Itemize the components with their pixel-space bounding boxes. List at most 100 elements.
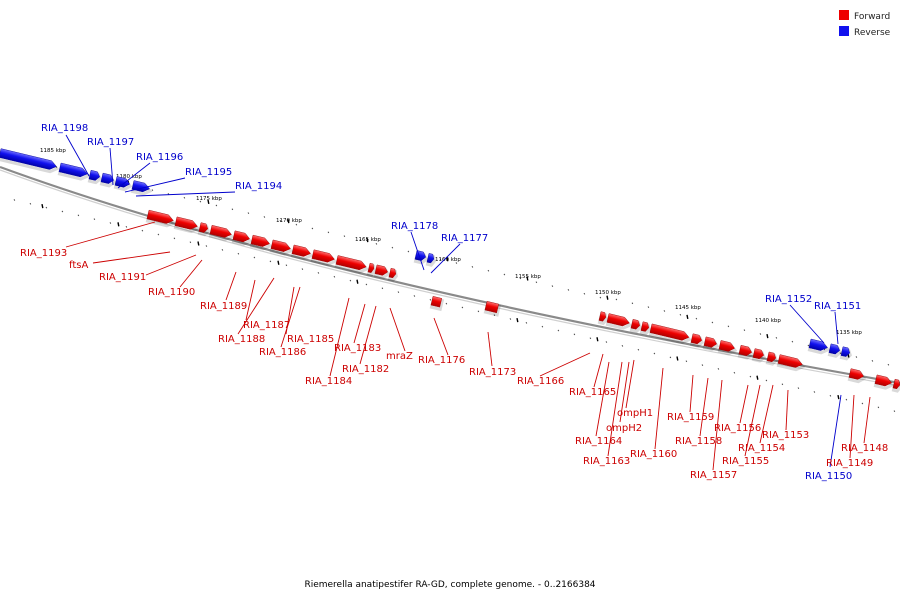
forward-gene-arrow <box>334 255 370 274</box>
gene-label: RIA_1163 <box>583 456 630 467</box>
reverse-gene-arrow <box>839 346 853 361</box>
legend: Forward Reverse <box>839 10 891 38</box>
leader-line <box>654 367 664 450</box>
gene-label: RIA_1185 <box>287 334 334 345</box>
gene-label: RIA_1195 <box>185 167 232 178</box>
leader-line <box>539 352 591 377</box>
leader-line <box>689 374 694 413</box>
leader-line <box>625 359 635 409</box>
forward-gene-arrow <box>765 351 779 366</box>
forward-gene-arrow <box>737 344 755 360</box>
forward-gene-arrow <box>197 222 211 237</box>
reverse-gene-arrow <box>87 169 103 185</box>
leader-line <box>65 134 90 177</box>
gene-label: RIA_1160 <box>630 449 677 460</box>
gene-label: RIA_1190 <box>148 287 195 298</box>
forward-swatch <box>839 10 849 20</box>
forward-gene-arrow <box>366 262 376 277</box>
leader-line <box>92 251 171 264</box>
gene-label: RIA_1186 <box>259 347 306 358</box>
forward-gene-arrow <box>483 301 502 317</box>
scale-tick-label: 1155 kbp <box>515 274 541 280</box>
gene-label: RIA_1155 <box>722 456 769 467</box>
forward-gene-arrow <box>290 244 314 261</box>
gene-label: RIA_1187 <box>243 320 290 331</box>
forward-gene-arrow <box>387 267 398 282</box>
gene-label: RIA_1197 <box>87 137 134 148</box>
forward-gene-arrow <box>310 249 338 266</box>
forward-gene-arrow <box>605 313 633 330</box>
scale-tick-label: 1165 kbp <box>355 237 381 243</box>
leader-line <box>225 271 237 301</box>
forward-legend-label: Forward <box>854 12 890 22</box>
gene-label: RIA_1156 <box>714 423 761 434</box>
gene-label: RIA_1159 <box>667 412 714 423</box>
gene-label: RIA_1158 <box>675 436 722 447</box>
forward-gene-arrow <box>873 374 895 390</box>
leader-line <box>712 379 723 471</box>
reverse-gene-arrow <box>0 148 60 174</box>
gene-label: RIA_1176 <box>418 355 465 366</box>
gene-label: RIA_1165 <box>569 387 616 398</box>
gene-track <box>0 148 900 393</box>
gene-label: RIA_1164 <box>575 436 622 447</box>
gene-label: mraZ <box>386 351 413 362</box>
gene-label: RIA_1166 <box>517 376 564 387</box>
scale-tick-label: 1180 kbp <box>116 174 142 180</box>
scale-tick-mark <box>287 218 290 224</box>
scale-tick-label: 1150 kbp <box>595 290 621 296</box>
forward-gene-arrow <box>208 225 235 242</box>
leader-line <box>595 361 610 437</box>
leader-line <box>430 243 461 274</box>
gene-label: RIA_1191 <box>99 272 146 283</box>
leader-line <box>410 231 425 271</box>
leader-line <box>487 331 493 367</box>
gene-label: RIA_1193 <box>20 248 67 259</box>
leader-line <box>359 305 377 365</box>
forward-gene-arrow <box>776 354 806 372</box>
reverse-gene-arrow <box>425 253 436 267</box>
genome-caption: Riemerella anatipestifer RA-GD, complete… <box>304 580 595 590</box>
leader-line <box>353 303 366 344</box>
scale-tick-mark <box>606 295 609 300</box>
leader-line <box>789 304 825 344</box>
forward-gene-arrow <box>648 323 692 345</box>
scale-tick-label: 1170 kbp <box>276 218 302 224</box>
leader-line <box>744 384 761 457</box>
gene-label: RIA_1157 <box>690 470 737 481</box>
leader-line <box>829 394 842 468</box>
leader-line <box>785 389 789 431</box>
leader-line <box>285 286 295 335</box>
reverse-gene-arrow <box>827 343 843 358</box>
leader-line <box>739 384 749 424</box>
leader-line <box>280 286 301 348</box>
gene-label: RIA_1182 <box>342 364 389 375</box>
scale-ruler: 1185 kbp 1180 kbp 1175 kbp 1170 kbp 1165 kbp… <box>7 148 896 413</box>
gene-label: RIA_1184 <box>305 376 352 387</box>
forward-gene-arrow <box>702 336 720 352</box>
leader-line <box>245 279 256 321</box>
scale-tick-mark <box>686 314 689 320</box>
leader-line <box>145 254 197 276</box>
forward-gene-arrow <box>429 296 445 312</box>
leader-line <box>179 259 203 288</box>
leader-line <box>433 317 449 356</box>
gene-label: RIA_1177 <box>441 233 488 244</box>
forward-gene-arrow <box>847 368 867 384</box>
forward-gene-arrow <box>689 333 705 348</box>
leader-line <box>135 191 236 197</box>
leader-line <box>593 353 604 388</box>
scale-tick-label: 1160 kbp <box>435 257 461 263</box>
reverse-gene-arrow <box>57 162 91 181</box>
gene-label: ftsA <box>69 260 88 271</box>
forward-gene-arrow <box>249 234 273 251</box>
genome-backbone-shadow <box>0 169 900 387</box>
gene-label: RIA_1173 <box>469 367 516 378</box>
gene-label: RIA_1151 <box>814 301 861 312</box>
scale-tick-mark <box>766 333 769 339</box>
leader-line <box>834 311 839 345</box>
forward-gene-arrow <box>373 264 391 280</box>
gene-label: RIA_1152 <box>765 294 812 305</box>
leader-line <box>849 394 855 459</box>
